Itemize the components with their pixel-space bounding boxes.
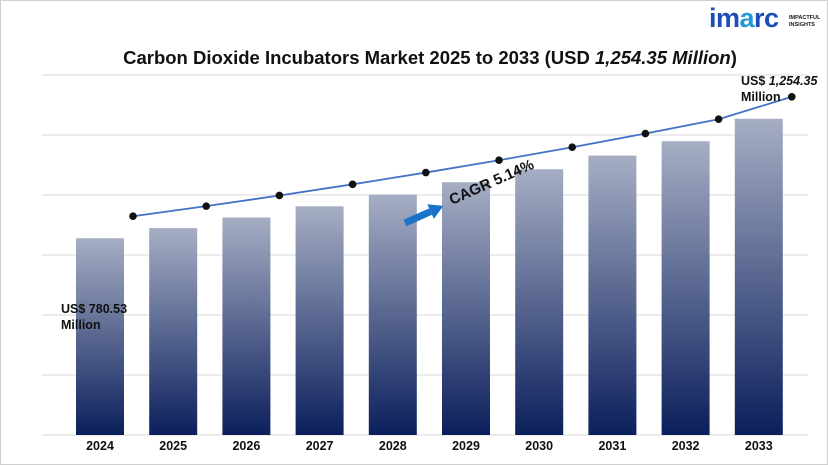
x-axis-ticks: 2024 2025 2026 2027 2028 2029 2030 2031 2032 2033 [86, 439, 773, 453]
logo-tagline: IMPACTFUL INSIGHTS [789, 15, 821, 28]
bar-2026 [222, 217, 271, 435]
x-tick-label: 2033 [745, 439, 773, 453]
trend-point [568, 143, 576, 152]
bar-2033 [734, 118, 783, 435]
start-value-label: US$ 780.53 Million [61, 302, 128, 332]
trend-point [495, 156, 503, 165]
trend-line [129, 92, 796, 221]
cagr-arrow-shaft [403, 208, 433, 227]
bar-2032 [661, 141, 710, 435]
trend-point [202, 202, 210, 210]
x-tick-label: 2024 [86, 439, 114, 453]
x-tick-label: 2032 [672, 439, 700, 453]
x-tick-label: 2027 [306, 439, 334, 453]
bar-2028 [368, 194, 417, 435]
x-tick-label: 2029 [452, 439, 480, 453]
x-tick-label: 2025 [159, 439, 187, 453]
trend-point [422, 168, 430, 177]
end-value-label: US$ 1,254.35 Million [741, 74, 818, 104]
trend-point [348, 180, 357, 189]
bar-2025 [149, 228, 198, 435]
trend-point [641, 129, 650, 138]
x-tick-label: 2026 [232, 439, 260, 453]
x-tick-label: 2028 [379, 439, 407, 453]
trend-polyline [132, 95, 793, 218]
bar-2027 [295, 206, 344, 435]
trend-point [714, 115, 723, 124]
bar-2030 [515, 169, 564, 435]
bar-2024 [76, 238, 124, 435]
x-tick-label: 2031 [598, 439, 626, 453]
trend-point [129, 212, 137, 221]
logo-wordmark: imarc [709, 3, 779, 33]
cagr-arrow-head [427, 204, 444, 219]
trend-point [788, 92, 796, 101]
x-tick-label: 2030 [525, 439, 553, 453]
trend-point [275, 191, 284, 200]
bars [76, 118, 783, 436]
chart-title: Carbon Dioxide Incubators Market 2025 to… [123, 47, 737, 68]
bar-2031 [588, 155, 637, 436]
bar-2029 [442, 182, 490, 435]
